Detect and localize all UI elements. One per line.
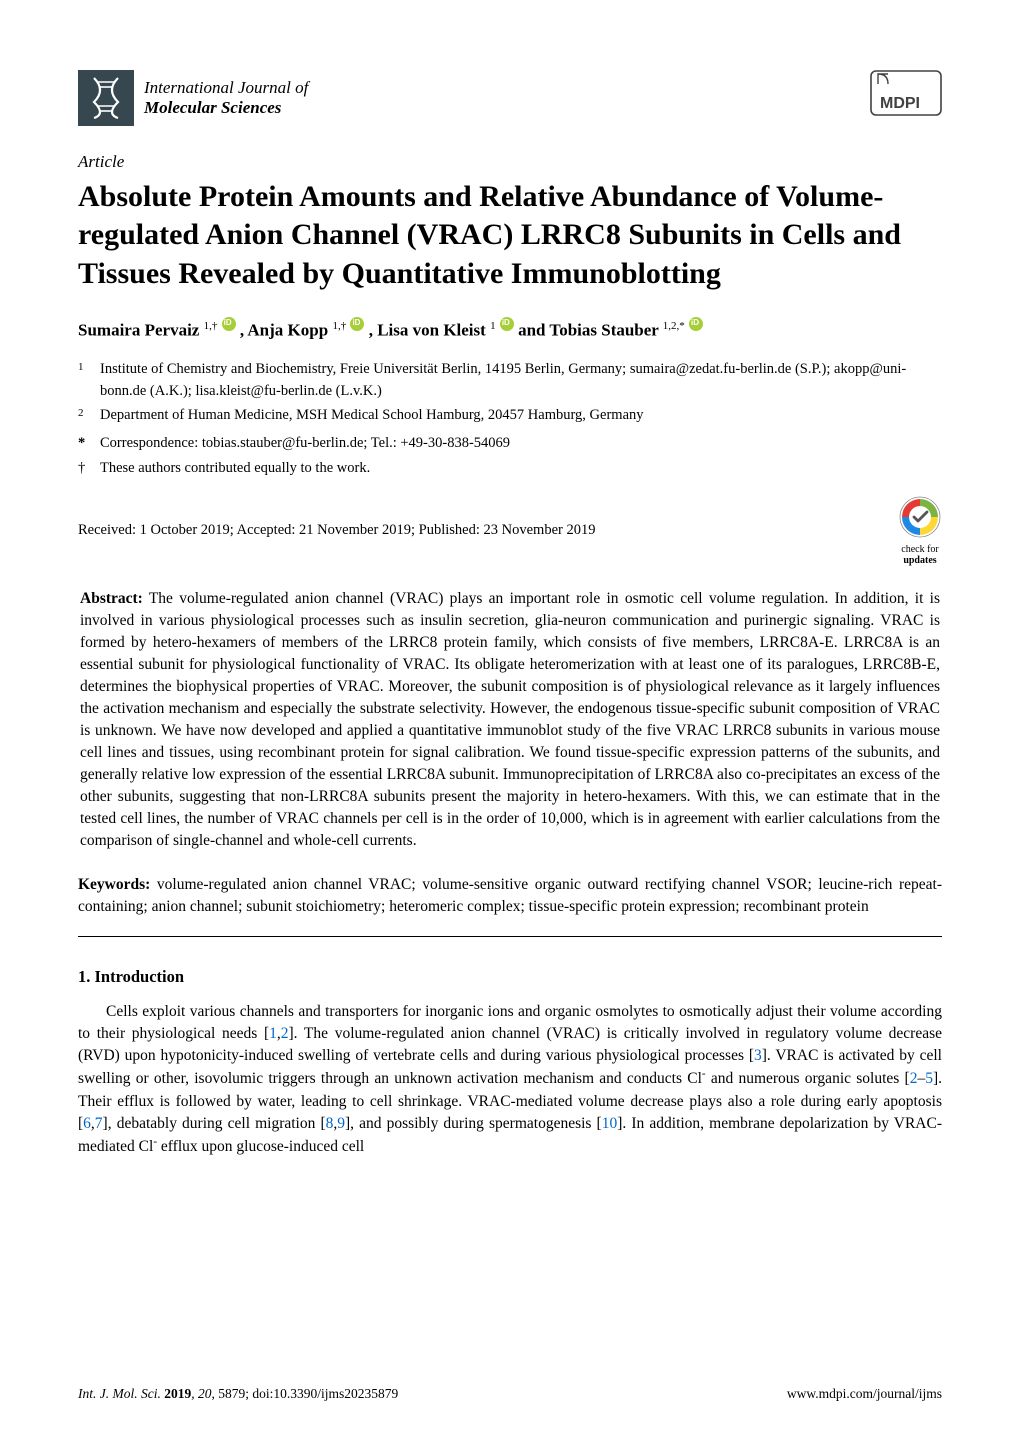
ref-10[interactable]: 10 — [602, 1115, 618, 1132]
journal-line1: International Journal of — [144, 78, 308, 98]
abstract-text: The volume-regulated anion channel (VRAC… — [80, 590, 940, 849]
received-dates: Received: 1 October 2019; Accepted: 21 N… — [78, 522, 595, 539]
affiliations: 1 Institute of Chemistry and Biochemistr… — [78, 359, 942, 480]
correspondence: * Correspondence: tobias.stauber@fu-berl… — [100, 433, 942, 455]
dates-row: Received: 1 October 2019; Accepted: 21 N… — [78, 495, 942, 566]
journal-helix-icon — [78, 70, 134, 126]
section-1-heading: 1. Introduction — [78, 967, 942, 987]
orcid-icon — [689, 317, 703, 331]
footer-citation: Int. J. Mol. Sci. 2019, 20, 5879; doi:10… — [78, 1386, 398, 1402]
equal-contribution: † These authors contributed equally to t… — [100, 458, 942, 480]
crossmark-icon — [898, 495, 942, 539]
keywords: Keywords: volume-regulated anion channel… — [78, 874, 942, 918]
check-updates-badge[interactable]: check for updates — [898, 495, 942, 566]
orcid-icon — [500, 317, 514, 331]
author-3-aff: 1 — [490, 320, 496, 332]
ref-1[interactable]: 1 — [269, 1025, 277, 1042]
author-1-aff: 1,† — [204, 320, 218, 332]
affiliation-2: 2 Department of Human Medicine, MSH Medi… — [100, 405, 942, 430]
affiliation-1: 1 Institute of Chemistry and Biochemistr… — [100, 359, 942, 403]
keywords-label: Keywords: — [78, 876, 150, 893]
mdpi-text: MDPI — [880, 95, 920, 112]
footer-url[interactable]: www.mdpi.com/journal/ijms — [787, 1386, 942, 1402]
article-type: Article — [78, 152, 942, 172]
author-1: Sumaira Pervaiz — [78, 321, 199, 340]
author-4: and Tobias Stauber — [518, 321, 658, 340]
orcid-icon — [350, 317, 364, 331]
ref-6[interactable]: 6 — [83, 1115, 91, 1132]
abstract-label: Abstract: — [80, 590, 143, 607]
author-3: , Lisa von Kleist — [369, 321, 486, 340]
author-4-aff: 1,2,* — [663, 320, 685, 332]
ref-5[interactable]: 5 — [925, 1071, 933, 1088]
check-updates-label: check for updates — [898, 544, 942, 566]
ref-7[interactable]: 7 — [95, 1115, 103, 1132]
header: International Journal of Molecular Scien… — [78, 70, 942, 126]
intro-paragraph-1: Cells exploit various channels and trans… — [78, 1001, 942, 1157]
journal-name: International Journal of Molecular Scien… — [144, 78, 308, 119]
keywords-text: volume-regulated anion channel VRAC; vol… — [78, 876, 942, 915]
orcid-icon — [222, 317, 236, 331]
article-title: Absolute Protein Amounts and Relative Ab… — [78, 178, 942, 293]
abstract: Abstract: The volume-regulated anion cha… — [78, 588, 942, 852]
ref-3[interactable]: 3 — [754, 1047, 762, 1064]
journal-logo-block: International Journal of Molecular Scien… — [78, 70, 308, 126]
author-2-aff: 1,† — [332, 320, 346, 332]
section-divider — [78, 936, 942, 937]
ref-9[interactable]: 9 — [337, 1115, 345, 1132]
authors: Sumaira Pervaiz 1,† , Anja Kopp 1,† , Li… — [78, 315, 942, 341]
ref-2[interactable]: 2 — [281, 1025, 289, 1042]
author-2: , Anja Kopp — [240, 321, 328, 340]
journal-line2: Molecular Sciences — [144, 98, 308, 118]
mdpi-logo: MDPI — [870, 70, 942, 116]
footer: Int. J. Mol. Sci. 2019, 20, 5879; doi:10… — [78, 1386, 942, 1402]
